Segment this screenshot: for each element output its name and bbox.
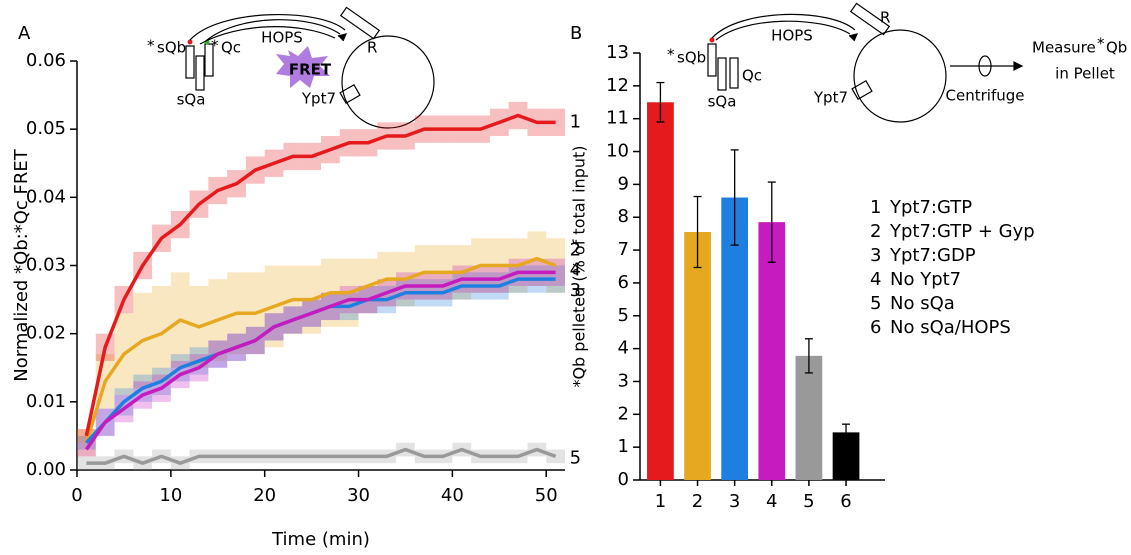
y-tick-label: 6 [618,272,629,293]
annotation: sQa [177,91,206,109]
series-label: 1 [570,111,581,132]
x-tick-label: 5 [803,491,814,512]
annotation: sQb [677,49,706,67]
y-tick-label: 0.06 [26,50,66,71]
x-tick-label: 6 [840,491,851,512]
annotation: * [1097,35,1105,53]
x-axis-label: Time (min) [271,529,370,550]
y-tick-label: 0.01 [26,391,66,412]
error-bar [693,195,702,269]
legend-number: 5 [870,293,881,314]
annotation: Ypt7 [301,90,336,108]
y-tick-label: 1 [618,436,629,457]
error-bar [842,423,851,442]
panel-label: A [18,23,31,44]
legend-number: 4 [870,269,881,290]
x-tick-label: 2 [692,491,703,512]
annotation: in Pellet [1055,65,1115,83]
x-tick-label: 4 [766,491,777,512]
y-axis-label: *Qb pelleted (% of total input) [570,145,589,387]
error-bar [804,338,813,374]
annotation: Ypt7 [813,89,848,107]
annotation: HOPS [771,27,813,45]
y-tick-label: 0.03 [26,255,66,276]
y-tick-label: 0.04 [26,186,66,207]
annotation: Qb [1106,39,1127,57]
series-line [84,113,556,437]
annotation: Centrifuge [946,87,1025,105]
y-tick-label: 0 [618,469,629,490]
y-tick-label: 11 [606,108,629,129]
annotation: * [147,37,155,55]
y-tick-label: 9 [618,173,629,194]
inset-diagram-a [185,6,435,129]
y-tick-label: 0.02 [26,323,66,344]
legend-label: No sQa [890,293,955,314]
x-tick-label: 40 [441,485,464,506]
bar [647,102,674,481]
x-tick-label: 3 [729,491,740,512]
annotation: sQa [708,93,737,111]
series-line [84,270,556,451]
annotation: Measure [1032,39,1096,57]
y-tick-label: 4 [618,338,629,359]
legend-number: 6 [870,317,881,338]
legend-label: No Ypt7 [890,269,961,290]
y-tick-label: 5 [618,305,629,326]
error-bar [767,181,776,263]
y-tick-label: 0.00 [26,459,66,480]
error-bar [730,149,739,246]
legend-number: 1 [870,197,881,218]
annotation: R [880,9,890,27]
annotation: Qc [221,39,241,57]
bar [758,222,786,480]
y-axis-label: Normalized *Qb:*Qc FRET [11,148,32,381]
x-tick-label: 30 [347,485,370,506]
y-tick-label: 0.05 [26,118,66,139]
annotation: FRET [289,61,332,79]
x-tick-label: 0 [71,485,82,506]
panel-label: B [570,23,582,44]
annotation: Qc [742,67,762,85]
annotation: R [367,39,377,57]
x-tick-label: 1 [655,491,666,512]
series-line [84,256,557,444]
y-tick-label: 10 [606,141,629,162]
y-tick-label: 12 [606,75,629,96]
y-tick-label: 13 [606,42,629,63]
annotation: HOPS [261,29,303,47]
annotation: * [211,37,219,55]
inset-diagram-b [707,2,1024,123]
annotation: sQb [157,39,186,57]
legend-label: Ypt7:GTP + Gyp [889,221,1035,242]
y-tick-label: 8 [618,206,629,227]
series-line [86,447,557,465]
y-tick-label: 7 [618,239,629,260]
x-tick-label: 50 [535,485,558,506]
y-tick-label: 2 [618,403,629,424]
series-label: 5 [570,447,581,468]
legend-label: Ypt7:GTP [889,197,972,218]
legend-number: 2 [870,221,881,242]
series-label: 2 [570,240,581,261]
x-tick-label: 20 [253,485,276,506]
error-bar [656,81,665,123]
series-label: 4 [570,259,581,280]
x-tick-label: 10 [159,485,182,506]
series-label: 3 [570,280,581,301]
annotation: * [667,46,675,64]
y-tick-label: 3 [618,370,629,391]
bar [795,355,823,480]
legend-number: 3 [870,245,881,266]
legend-label: Ypt7:GDP [889,245,976,266]
legend-label: No sQa/HOPS [890,317,1011,338]
bar [684,232,711,480]
